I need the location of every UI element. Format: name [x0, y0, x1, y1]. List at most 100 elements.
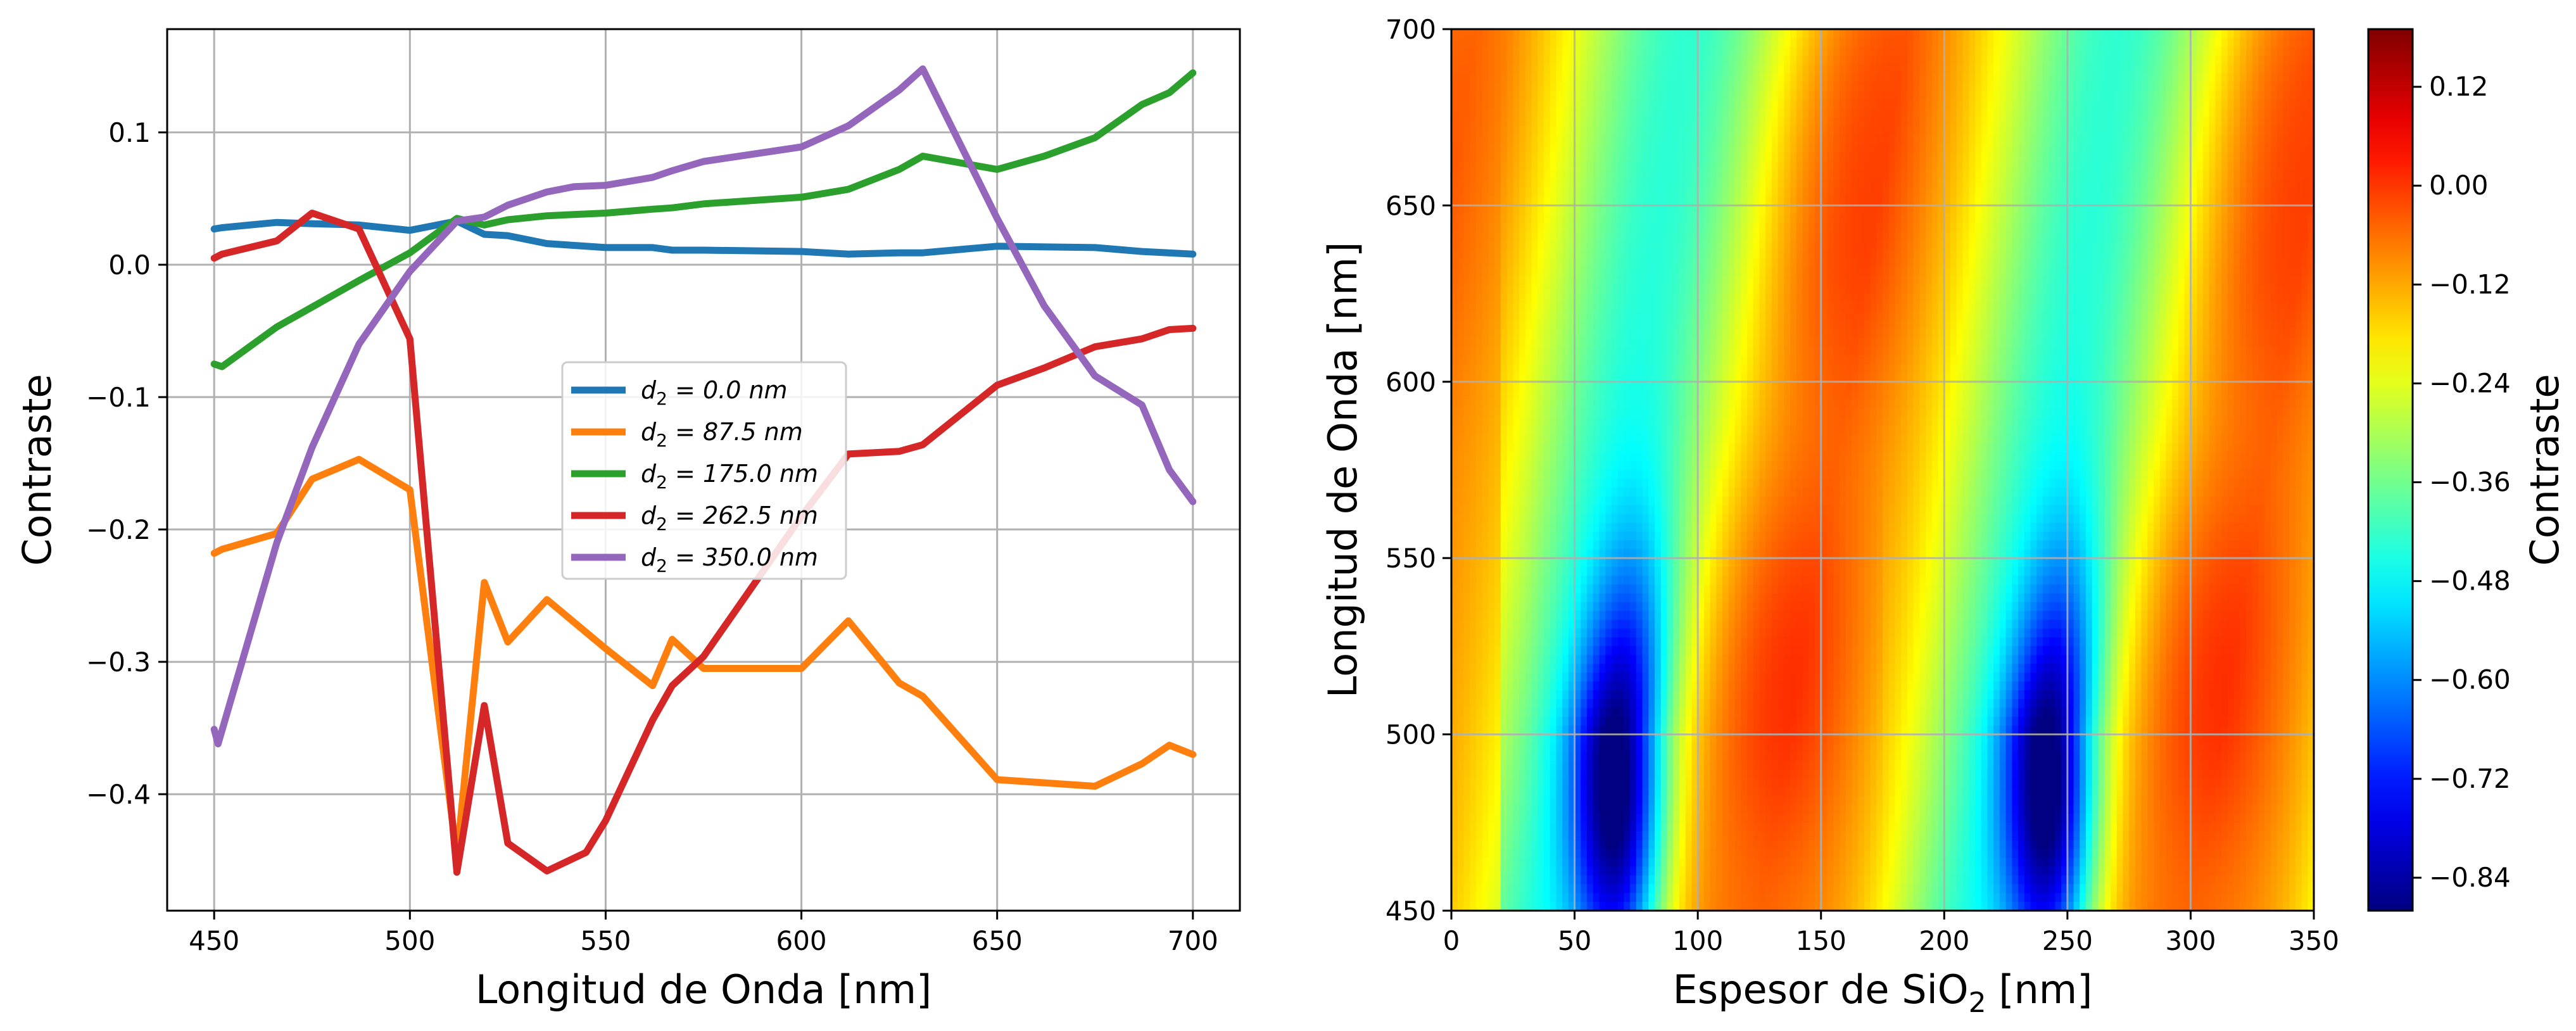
heatmap-cell — [1703, 567, 1711, 576]
heatmap-cell — [1673, 408, 1680, 418]
heatmap-cell — [1500, 46, 1508, 56]
heatmap-cell — [1617, 602, 1624, 612]
heatmap-cell — [1630, 275, 1637, 286]
heatmap-cell — [1581, 364, 1588, 374]
heatmap-cell — [1488, 46, 1495, 56]
heatmap-cell — [1537, 813, 1544, 823]
heatmap-cell — [1655, 875, 1662, 885]
heatmap-cell — [1470, 584, 1477, 594]
heatmap-cell — [1482, 734, 1489, 744]
heatmap-cell — [1525, 487, 1532, 497]
heatmap-cell — [1587, 91, 1594, 100]
heatmap-cell — [1605, 250, 1612, 259]
heatmap-cell — [1685, 346, 1693, 356]
heatmap-cell — [1698, 796, 1705, 806]
heatmap-cell — [1624, 241, 1631, 250]
heatmap-cell — [1488, 778, 1495, 788]
heatmap-cell — [1506, 822, 1513, 832]
heatmap-cell — [1734, 752, 1741, 761]
heatmap-cell — [1574, 452, 1581, 462]
heatmap-cell — [1660, 117, 1668, 127]
heatmap-cell — [1630, 179, 1637, 189]
heatmap-cell — [1734, 117, 1741, 127]
heatmap-cell — [1525, 73, 1532, 83]
heatmap-cell — [1519, 531, 1526, 541]
heatmap-cell — [1556, 610, 1563, 621]
heatmap-cell — [1722, 593, 1729, 603]
heatmap-cell — [1746, 796, 1754, 806]
heatmap-cell — [1753, 143, 1760, 153]
heatmap-cell — [1710, 364, 1717, 374]
heatmap-cell — [1550, 725, 1556, 735]
heatmap-cell — [1562, 258, 1569, 268]
heatmap-cell — [1753, 223, 1760, 232]
heatmap-cell — [1531, 284, 1538, 294]
heatmap-cell — [1691, 293, 1698, 303]
heatmap-cell — [1513, 734, 1520, 744]
heatmap-cell — [1451, 91, 1458, 100]
heatmap-cell — [1556, 884, 1563, 894]
heatmap-cell — [1525, 496, 1532, 506]
heatmap-cell — [1710, 223, 1717, 232]
heatmap-cell — [1587, 849, 1594, 859]
heatmap-cell — [1611, 716, 1619, 726]
heatmap-cell — [1667, 399, 1674, 409]
heatmap-cell — [1568, 637, 1575, 647]
heatmap-cell — [1741, 232, 1748, 241]
heatmap-cell — [1611, 187, 1619, 198]
heatmap-cell — [1494, 584, 1501, 594]
heatmap-cell — [1685, 902, 1693, 911]
heatmap-cell — [1543, 567, 1551, 576]
heatmap-cell — [1500, 223, 1508, 232]
heatmap-cell — [1698, 179, 1705, 189]
heatmap-cell — [1457, 664, 1465, 673]
heatmap-cell — [1581, 37, 1588, 47]
heatmap-cell — [1457, 311, 1465, 320]
heatmap-cell — [1574, 461, 1581, 471]
heatmap-cell — [1587, 902, 1594, 911]
heatmap-cell — [1679, 196, 1686, 206]
heatmap-cell — [1642, 187, 1649, 198]
heatmap-cell — [1475, 593, 1483, 603]
heatmap-cell — [1488, 593, 1495, 603]
heatmap-cell — [1691, 117, 1698, 127]
heatmap-cell — [1617, 205, 1624, 215]
heatmap-cell — [1710, 320, 1717, 329]
heatmap-cell — [1617, 196, 1624, 206]
heatmap-cell — [1581, 707, 1588, 718]
heatmap-cell — [1568, 813, 1575, 823]
heatmap-cell — [1525, 170, 1532, 180]
heatmap-cell — [1679, 849, 1686, 859]
heatmap-cell — [1482, 681, 1489, 691]
heatmap-cell — [1710, 417, 1717, 426]
heatmap-cell — [1537, 443, 1544, 453]
heatmap-cell — [1734, 893, 1741, 902]
heatmap-cell — [1611, 707, 1619, 718]
heatmap-cell — [1660, 417, 1668, 426]
heatmap-cell — [1550, 399, 1556, 409]
heatmap-cell — [1617, 64, 1624, 74]
heatmap-cell — [1531, 408, 1538, 418]
heatmap-cell — [1457, 637, 1465, 647]
heatmap-cell — [1698, 338, 1705, 347]
heatmap-cell — [1667, 108, 1674, 118]
heatmap-cell — [1463, 893, 1470, 902]
heatmap-cell — [1679, 223, 1686, 232]
heatmap-cell — [1470, 258, 1477, 268]
heatmap-cell — [1451, 143, 1458, 153]
heatmap-cell — [1673, 646, 1680, 655]
heatmap-cell — [1475, 64, 1483, 74]
heatmap-cell — [1556, 117, 1563, 127]
heatmap-cell — [1500, 787, 1508, 797]
heatmap-cell — [1648, 275, 1655, 286]
heatmap-cell — [1698, 540, 1705, 550]
heatmap-cell — [1470, 117, 1477, 127]
heatmap-cell — [1722, 567, 1729, 576]
heatmap-cell — [1728, 346, 1736, 356]
legend-label-2: d2 = 175.0 nm — [641, 460, 818, 493]
heatmap-cell — [1574, 796, 1581, 806]
heatmap-cell — [1537, 311, 1544, 320]
heatmap-cell — [1506, 443, 1513, 453]
heatmap-cell — [1734, 813, 1741, 823]
heatmap-cell — [1513, 55, 1520, 65]
